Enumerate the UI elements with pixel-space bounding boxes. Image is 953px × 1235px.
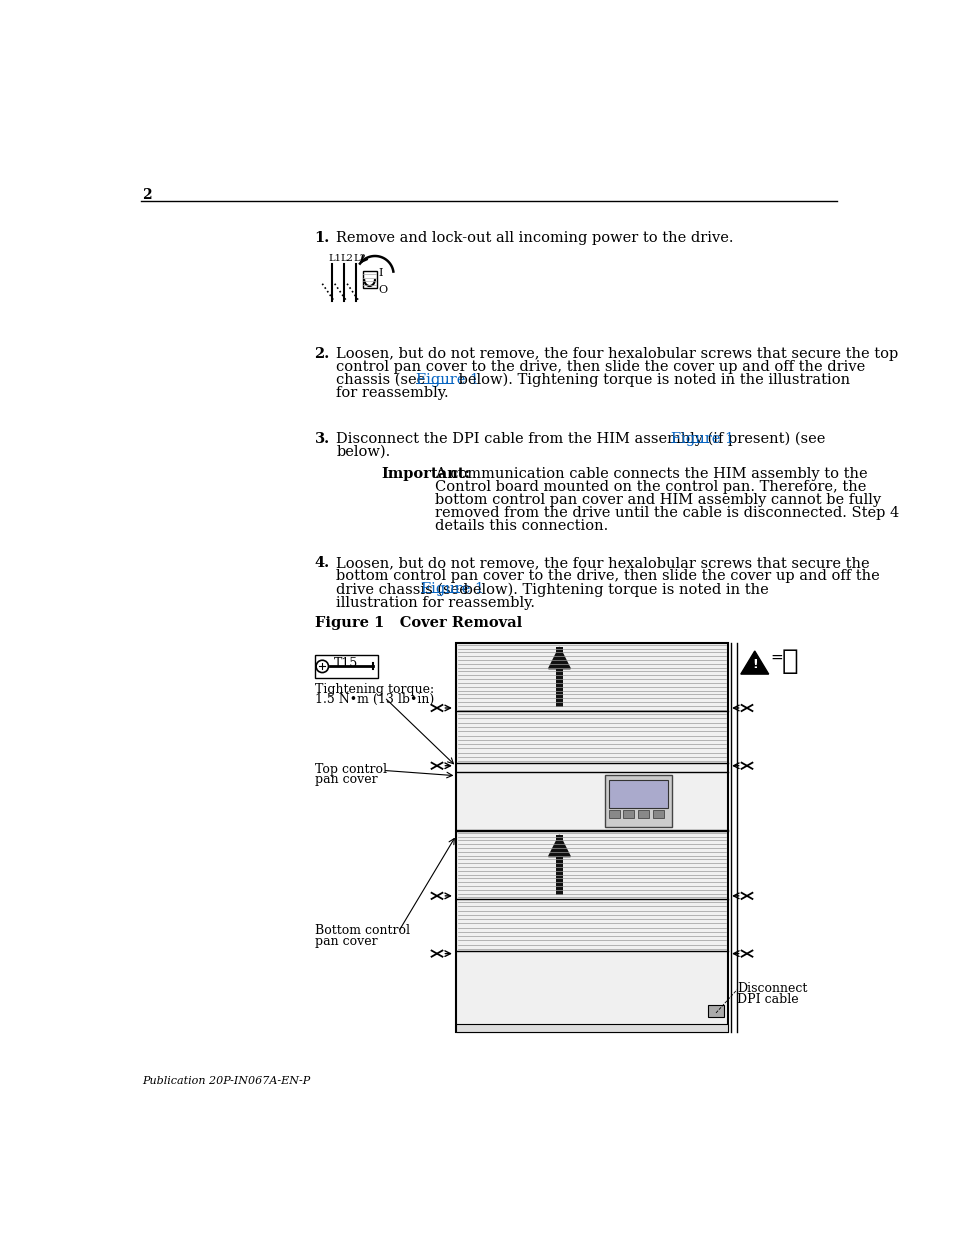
Polygon shape <box>740 651 768 674</box>
Text: details this connection.: details this connection. <box>435 520 608 534</box>
Text: Disconnect: Disconnect <box>736 982 806 995</box>
Text: L1: L1 <box>328 254 341 263</box>
Text: control pan cover to the drive, then slide the cover up and off the drive: control pan cover to the drive, then sli… <box>335 359 864 374</box>
Text: 1.: 1. <box>314 231 330 246</box>
Bar <box>314 655 377 678</box>
Text: O: O <box>378 285 388 295</box>
Polygon shape <box>548 647 570 668</box>
Text: Loosen, but do not remove, the four hexalobular screws that secure the top: Loosen, but do not remove, the four hexa… <box>335 347 898 361</box>
Text: Figure 1: Figure 1 <box>421 583 484 597</box>
Text: chassis (see: chassis (see <box>335 373 430 387</box>
Text: DPI cable: DPI cable <box>736 993 798 1005</box>
Text: 2: 2 <box>142 188 152 203</box>
Text: L2: L2 <box>340 254 354 263</box>
Text: 1.5 N•m (13 lb•in): 1.5 N•m (13 lb•in) <box>314 693 434 706</box>
Text: 2.: 2. <box>314 347 330 361</box>
Text: bottom control pan cover and HIM assembly cannot be fully: bottom control pan cover and HIM assembl… <box>435 493 881 508</box>
Text: pan cover: pan cover <box>314 935 376 948</box>
Text: L3: L3 <box>353 254 366 263</box>
Text: I: I <box>378 268 383 278</box>
Text: Tightening torque:: Tightening torque: <box>314 683 434 695</box>
Bar <box>362 272 376 288</box>
Text: 3.: 3. <box>314 431 330 446</box>
Text: Disconnect the DPI cable from the HIM assembly (if present) (see: Disconnect the DPI cable from the HIM as… <box>335 431 829 446</box>
Bar <box>555 647 562 708</box>
FancyBboxPatch shape <box>604 776 672 826</box>
Text: Top control: Top control <box>314 763 386 776</box>
Bar <box>652 810 663 818</box>
Text: 4.: 4. <box>314 556 330 571</box>
Text: below). Tightening torque is noted in the: below). Tightening torque is noted in th… <box>459 583 768 597</box>
Text: Remove and lock-out all incoming power to the drive.: Remove and lock-out all incoming power t… <box>335 231 733 246</box>
Text: pan cover: pan cover <box>314 773 376 787</box>
Text: illustration for reassembly.: illustration for reassembly. <box>335 595 535 610</box>
Text: Figure 1   Cover Removal: Figure 1 Cover Removal <box>314 616 521 630</box>
Text: Bottom control: Bottom control <box>314 924 409 937</box>
Text: Important:: Important: <box>381 467 470 480</box>
Text: Figure 1: Figure 1 <box>416 373 478 387</box>
Bar <box>555 835 562 895</box>
Text: !: ! <box>751 658 757 671</box>
Text: for reassembly.: for reassembly. <box>335 387 449 400</box>
Text: removed from the drive until the cable is disconnected. Step 4: removed from the drive until the cable i… <box>435 506 899 520</box>
Bar <box>622 810 634 818</box>
Bar <box>456 1025 727 1032</box>
Bar <box>638 810 648 818</box>
Polygon shape <box>548 835 570 857</box>
Text: Figure 1: Figure 1 <box>670 431 734 446</box>
Bar <box>609 779 667 808</box>
Bar <box>456 643 727 1032</box>
Text: ✋: ✋ <box>781 647 798 676</box>
Text: drive chassis (see: drive chassis (see <box>335 583 473 597</box>
Text: =: = <box>769 650 782 664</box>
Text: Loosen, but do not remove, the four hexalobular screws that secure the: Loosen, but do not remove, the four hexa… <box>335 556 869 571</box>
Bar <box>707 1005 723 1016</box>
Text: bottom control pan cover to the drive, then slide the cover up and off the: bottom control pan cover to the drive, t… <box>335 569 879 583</box>
Text: T15: T15 <box>334 657 357 671</box>
Bar <box>608 810 618 818</box>
Text: below).: below). <box>335 445 390 458</box>
Text: Control board mounted on the control pan. Therefore, the: Control board mounted on the control pan… <box>435 480 866 494</box>
Text: A communication cable connects the HIM assembly to the: A communication cable connects the HIM a… <box>435 467 867 480</box>
Text: Publication 20P-IN067A-EN-P: Publication 20P-IN067A-EN-P <box>142 1076 311 1086</box>
Text: below). Tightening torque is noted in the illustration: below). Tightening torque is noted in th… <box>454 373 849 388</box>
